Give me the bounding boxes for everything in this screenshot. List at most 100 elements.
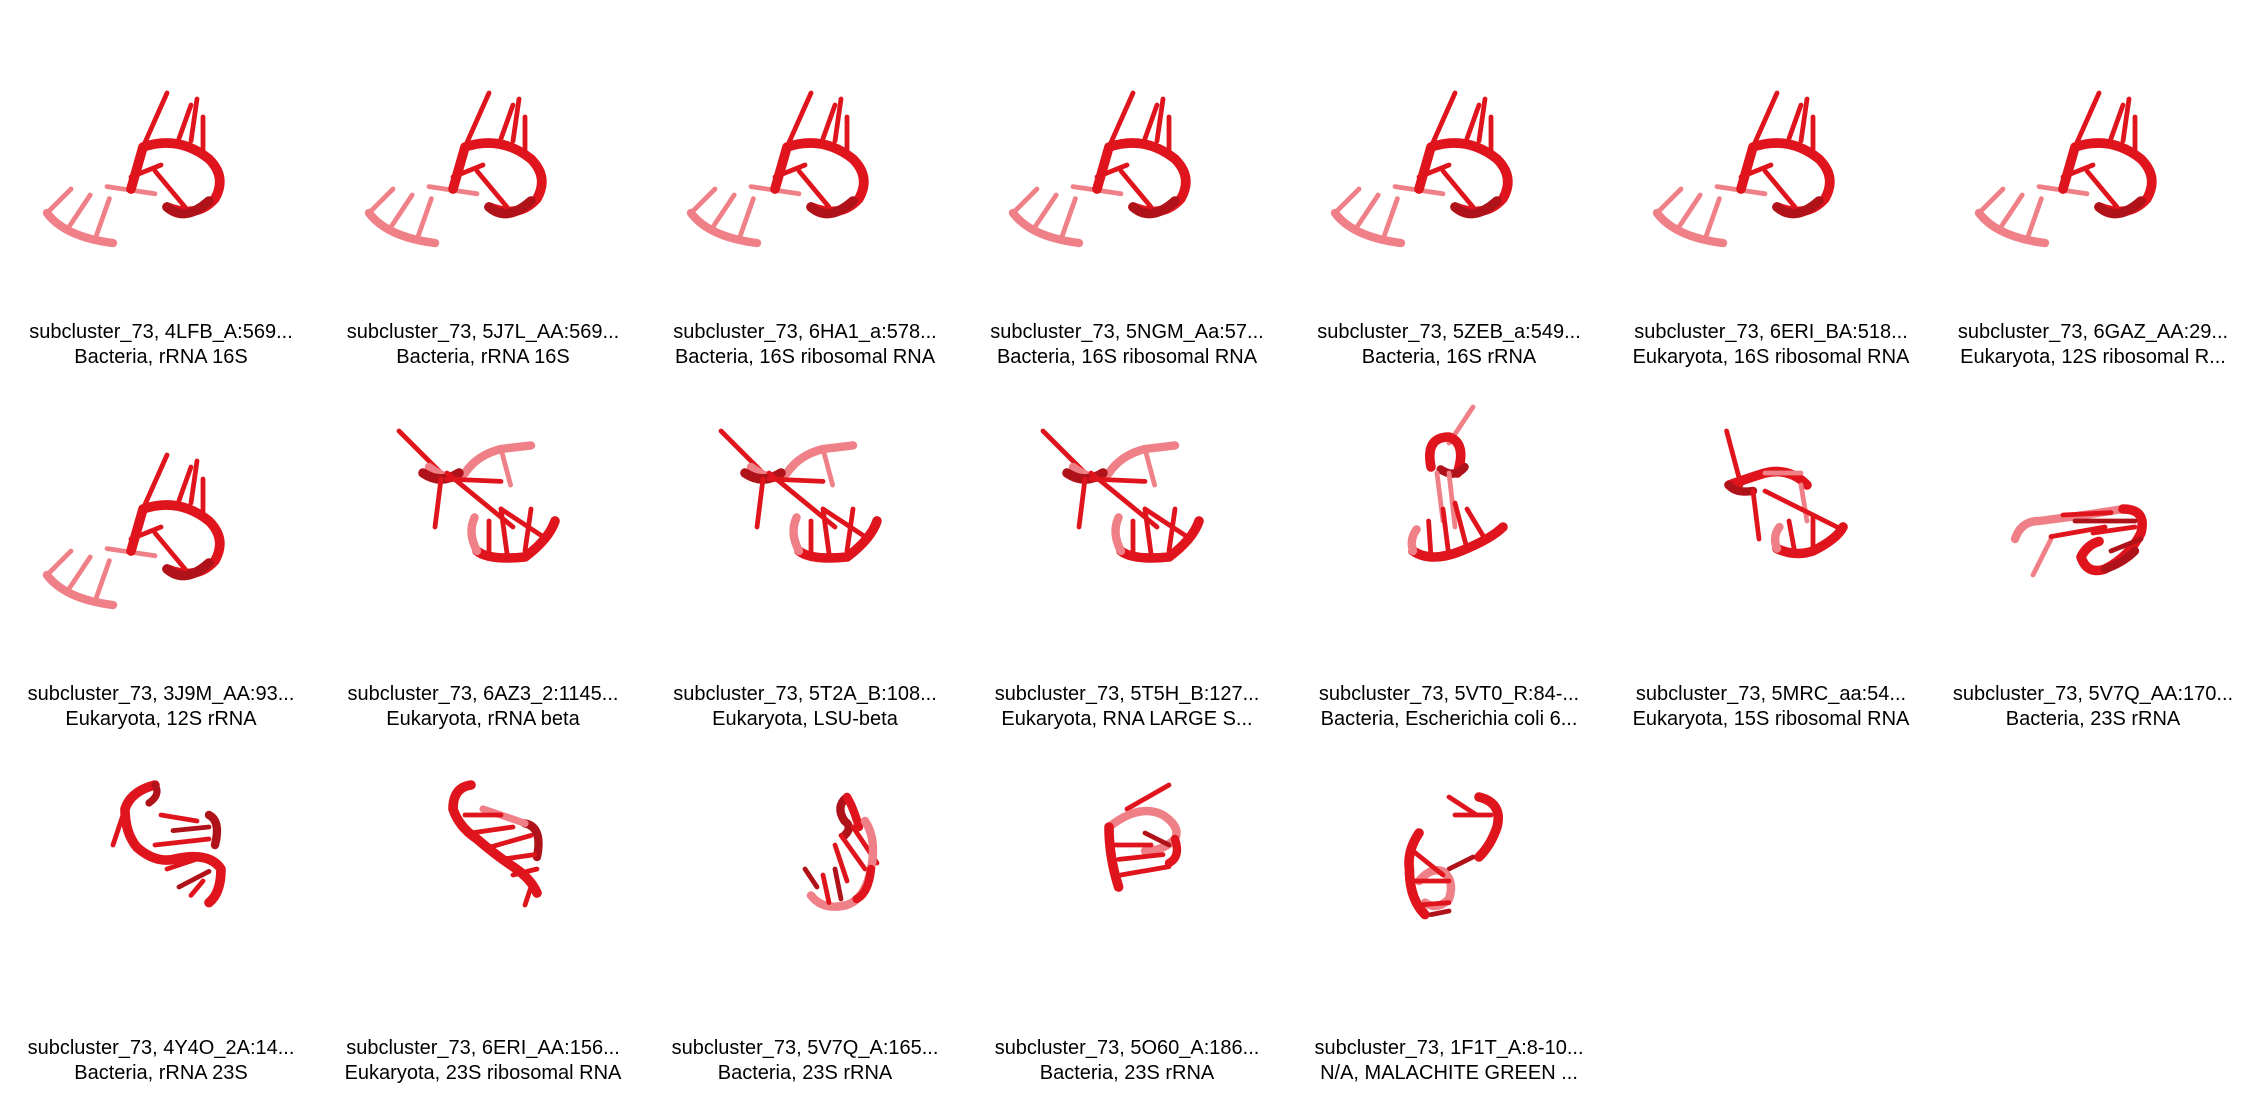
backbone-segment [424, 441, 536, 482]
backbone-segment [1408, 522, 1508, 562]
base-stick [1998, 192, 2025, 230]
base-stick [1142, 830, 1172, 848]
base-stick [2072, 90, 2102, 150]
backbone-segment [1008, 208, 1084, 248]
base-stick [1428, 908, 1452, 917]
base-stick [796, 168, 832, 210]
rna-structure-render [364, 90, 547, 248]
structure-subtitle: Eukaryota, 12S ribosomal R... [1960, 346, 2226, 368]
structure-subtitle: Eukaryota, RNA LARGE S... [1001, 708, 1253, 730]
base-stick [2108, 536, 2144, 554]
rna-structure-render [1404, 792, 1503, 920]
backbone-segment [1407, 525, 1421, 556]
structure-card[interactable]: subcluster_73, 1F1T_A:8-10... N/A, MALACH… [1288, 716, 1610, 1084]
base-stick [1354, 192, 1381, 230]
base-stick [844, 506, 856, 554]
structure-card[interactable]: subcluster_73, 5V7Q_A:165... Bacteria, 23… [644, 716, 966, 1084]
backbone-segment [364, 208, 440, 248]
base-stick [1464, 506, 1488, 542]
rna-structure-render [802, 792, 880, 911]
backbone-segment [794, 516, 882, 563]
base-stick [462, 90, 492, 150]
base-stick [1452, 500, 1470, 551]
structure-title: subcluster_73, 5VT0_R:84-... [1318, 683, 1580, 705]
base-stick [152, 530, 188, 572]
structure-subtitle: Bacteria, rRNA 16S [74, 346, 248, 368]
structure-card[interactable]: subcluster_73, 6HA1_a:578... Bacteria, 16… [644, 0, 966, 368]
base-stick [176, 869, 212, 890]
rna-structure-render [1040, 428, 1204, 563]
base-stick [1786, 102, 1804, 141]
backbone-segment [1724, 480, 1758, 496]
base-stick [1416, 162, 1452, 180]
backbone-segment [1474, 792, 1503, 862]
base-stick [2024, 196, 2044, 242]
base-stick [140, 452, 170, 512]
base-stick [754, 476, 766, 530]
structure-title: subcluster_73, 1F1T_A:8-10... [1314, 1037, 1584, 1059]
base-stick [1786, 518, 1798, 556]
base-stick [152, 168, 188, 210]
base-stick [820, 102, 838, 141]
base-stick [1142, 102, 1160, 141]
base-stick [1010, 186, 1040, 216]
structure-card[interactable]: subcluster_73, 5J7L_AA:569... Bacteria, r… [322, 0, 644, 368]
structure-subtitle: Bacteria, 16S rRNA [1361, 346, 1537, 368]
base-stick [110, 806, 128, 848]
base-stick [2090, 524, 2138, 536]
structure-card[interactable]: subcluster_73, 5O60_A:186... Bacteria, 23… [966, 716, 1288, 1084]
structure-title: subcluster_73, 6ERI_BA:518... [1634, 321, 1908, 343]
base-stick [1032, 192, 1059, 230]
structure-card[interactable]: subcluster_73, 6ERI_AA:156... Eukaryota, … [322, 716, 644, 1084]
base-stick [2108, 102, 2126, 141]
base-stick [498, 102, 516, 141]
base-stick [140, 90, 170, 150]
base-stick [44, 548, 74, 578]
structure-card[interactable]: subcluster_73, 4Y4O_2A:14... Bacteria, rR… [0, 716, 322, 1084]
base-stick [710, 192, 737, 230]
structure-subtitle: Bacteria, rRNA 16S [396, 346, 570, 368]
base-stick [1154, 96, 1166, 144]
structure-card[interactable]: subcluster_73, 6ERI_BA:518... Eukaryota, … [1610, 0, 1932, 368]
base-stick [820, 506, 868, 539]
structure-card[interactable]: subcluster_73, 5V7Q_AA:170... Bacteria, 2… [1932, 362, 2254, 730]
structure-card[interactable]: subcluster_73, 5ZEB_a:549... Bacteria, 16… [1288, 0, 1610, 368]
structure-title: subcluster_73, 5V7Q_AA:170... [1952, 683, 2234, 705]
base-stick [832, 96, 844, 144]
structure-title: subcluster_73, 5V7Q_A:165... [671, 1037, 939, 1059]
structure-card[interactable]: subcluster_73, 4LFB_A:569... Bacteria, rR… [0, 0, 322, 368]
base-stick [474, 168, 510, 210]
base-stick [176, 102, 194, 141]
backbone-segment [2100, 546, 2140, 574]
base-stick [1446, 794, 1479, 818]
structure-card[interactable]: subcluster_73, 5MRC_aa:54... Eukaryota, 1… [1610, 362, 1932, 730]
base-stick [1440, 168, 1476, 210]
structure-card[interactable]: subcluster_73, 6AZ3_2:1145... Eukaryota, … [322, 362, 644, 730]
base-stick [1428, 90, 1458, 150]
structure-card[interactable]: subcluster_73, 3J9M_AA:93... Eukaryota, 1… [0, 362, 322, 730]
base-stick [1124, 782, 1172, 812]
structure-card[interactable]: subcluster_73, 5NGM_Aa:57... Bacteria, 16… [966, 0, 1288, 368]
backbone-segment [1772, 522, 1848, 559]
structure-card[interactable]: subcluster_73, 6GAZ_AA:29... Eukaryota, 1… [1932, 0, 2254, 368]
structure-card[interactable]: subcluster_73, 5VT0_R:84-... Bacteria, Es… [1288, 362, 1610, 730]
base-stick [188, 96, 200, 144]
base-stick [832, 866, 844, 902]
base-stick [1332, 186, 1362, 216]
backbone-segment [1436, 462, 1469, 478]
structure-card[interactable]: subcluster_73, 5T2A_B:108... Eukaryota, L… [644, 362, 966, 730]
base-stick [1166, 506, 1178, 554]
backbone-segment [1104, 822, 1124, 892]
base-stick [1738, 162, 1774, 180]
backbone-segment [842, 792, 864, 832]
base-stick [1142, 446, 1157, 488]
backbone-segment [1770, 522, 1784, 553]
base-stick [1976, 186, 2006, 216]
backbone-segment [42, 208, 118, 248]
structure-title: subcluster_73, 5MRC_aa:54... [1635, 683, 1907, 705]
backbone-segment [1128, 196, 1180, 219]
backbone-segment [686, 208, 762, 248]
base-stick [170, 824, 212, 833]
structure-card[interactable]: subcluster_73, 5T5H_B:127... Eukaryota, R… [966, 362, 1288, 730]
